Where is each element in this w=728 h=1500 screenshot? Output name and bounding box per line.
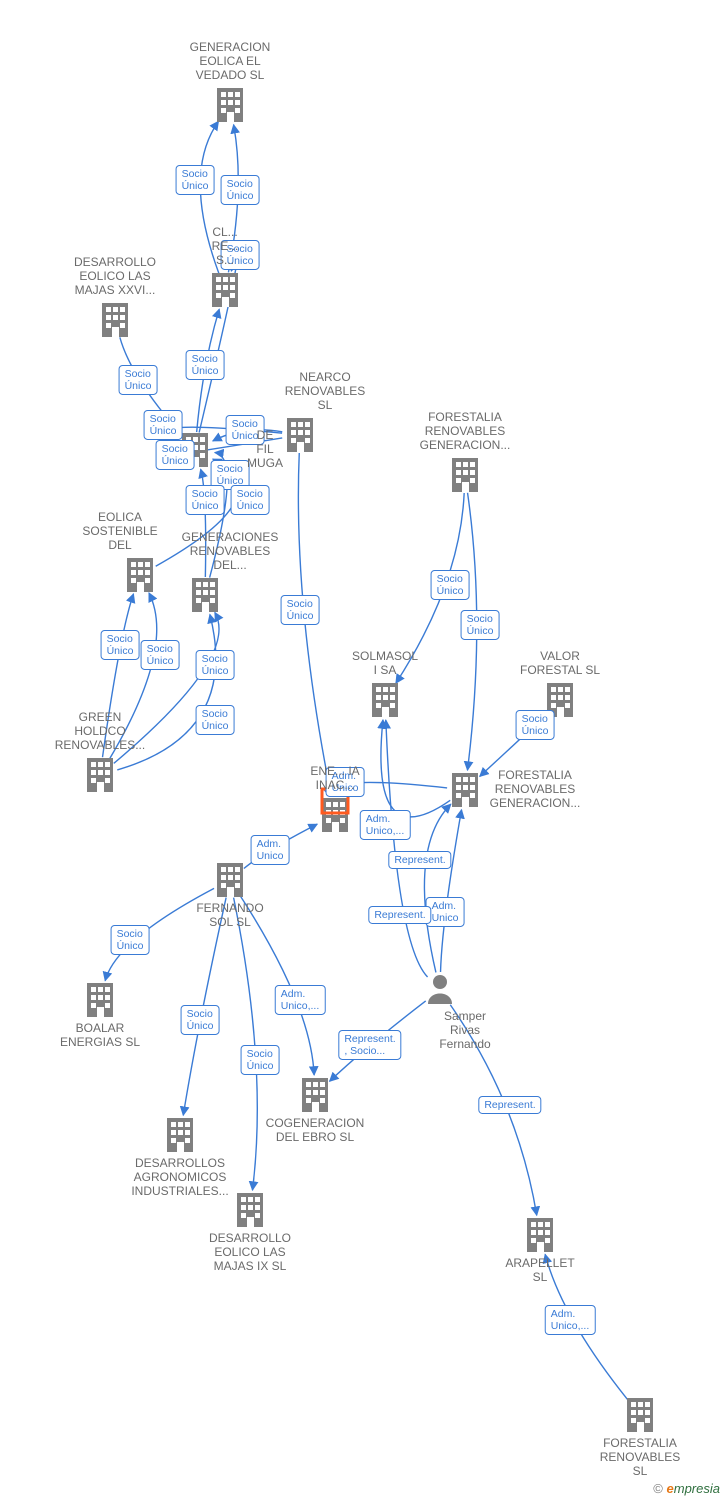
company-node[interactable] [287, 418, 313, 452]
edge-label: Socio Único [144, 410, 183, 440]
building-icon [87, 758, 113, 792]
edge-label: Socio Único [111, 925, 150, 955]
building-icon [302, 1078, 328, 1112]
edge-label: Socio Único [461, 610, 500, 640]
building-icon [127, 558, 153, 592]
company-node[interactable] [192, 578, 218, 612]
building-icon [287, 418, 313, 452]
graph-canvas [0, 0, 728, 1500]
brand-rest: mpresia [674, 1481, 720, 1496]
edge-label: Socio Único [221, 240, 260, 270]
building-icon [217, 863, 243, 897]
edge-label: Socio Único [181, 1005, 220, 1035]
edge [234, 898, 258, 1191]
edge [441, 810, 462, 972]
company-node[interactable] [217, 88, 243, 122]
building-icon [452, 773, 478, 807]
edge [200, 121, 218, 273]
company-node[interactable] [217, 863, 243, 897]
edge-label: Socio Único [176, 165, 215, 195]
edge-label: Socio Único [186, 350, 225, 380]
edge-label: Socio Único [196, 650, 235, 680]
company-node[interactable] [237, 1193, 263, 1227]
building-icon [372, 683, 398, 717]
edge-label: Socio Único [516, 710, 555, 740]
company-node[interactable] [87, 983, 113, 1017]
company-node[interactable] [102, 303, 128, 337]
edge-label: Represent. [368, 906, 431, 924]
company-node[interactable] [212, 273, 238, 307]
building-icon [87, 983, 113, 1017]
company-node[interactable] [527, 1218, 553, 1252]
edge-label: Socio Único [241, 1045, 280, 1075]
edge-label: Socio Único [231, 485, 270, 515]
building-icon [322, 798, 348, 832]
edge [424, 804, 450, 972]
edge [109, 593, 157, 760]
copyright-symbol: © [653, 1481, 663, 1496]
edge-label: Represent. [478, 1096, 541, 1114]
footer-credit: © empresia [653, 1481, 720, 1496]
person-node[interactable] [428, 975, 452, 1004]
building-icon [167, 1118, 193, 1152]
edge-label: Adm. Unico [326, 767, 365, 797]
building-icon [102, 303, 128, 337]
edge-label: Adm. Unico,... [275, 985, 326, 1015]
building-icon [527, 1218, 553, 1252]
company-node[interactable] [167, 1118, 193, 1152]
company-node[interactable] [302, 1078, 328, 1112]
edge-label: Socio Único [226, 415, 265, 445]
edge-label: Socio Único [196, 705, 235, 735]
building-icon [192, 578, 218, 612]
edge-label: Represent. [388, 851, 451, 869]
building-icon [212, 273, 238, 307]
building-icon [217, 88, 243, 122]
edge-label: Socio Único [281, 595, 320, 625]
edge-label: Adm. Unico,... [360, 810, 411, 840]
company-node[interactable] [452, 773, 478, 807]
building-icon [627, 1398, 653, 1432]
brand-e: e [667, 1481, 674, 1496]
edge [386, 720, 428, 977]
edge-label: Socio Único [101, 630, 140, 660]
edge-label: Socio Único [156, 440, 195, 470]
edge-label: Represent. , Socio... [338, 1030, 401, 1060]
edge-label: Socio Único [431, 570, 470, 600]
person-icon [428, 975, 452, 1004]
edge-label: Socio Único [119, 365, 158, 395]
edge-label: Adm. Unico,... [545, 1305, 596, 1335]
edge-label: Socio Único [141, 640, 180, 670]
edge [381, 720, 450, 817]
edge-label: Adm. Unico [426, 897, 465, 927]
edge-label: Adm. Unico [251, 835, 290, 865]
edge [103, 594, 134, 757]
company-node[interactable] [452, 458, 478, 492]
company-node[interactable] [372, 683, 398, 717]
building-icon [452, 458, 478, 492]
company-node[interactable] [87, 758, 113, 792]
edge-label: Socio Único [186, 485, 225, 515]
company-node[interactable] [627, 1398, 653, 1432]
building-icon [237, 1193, 263, 1227]
company-node[interactable] [127, 558, 153, 592]
edge-label: Socio Único [221, 175, 260, 205]
